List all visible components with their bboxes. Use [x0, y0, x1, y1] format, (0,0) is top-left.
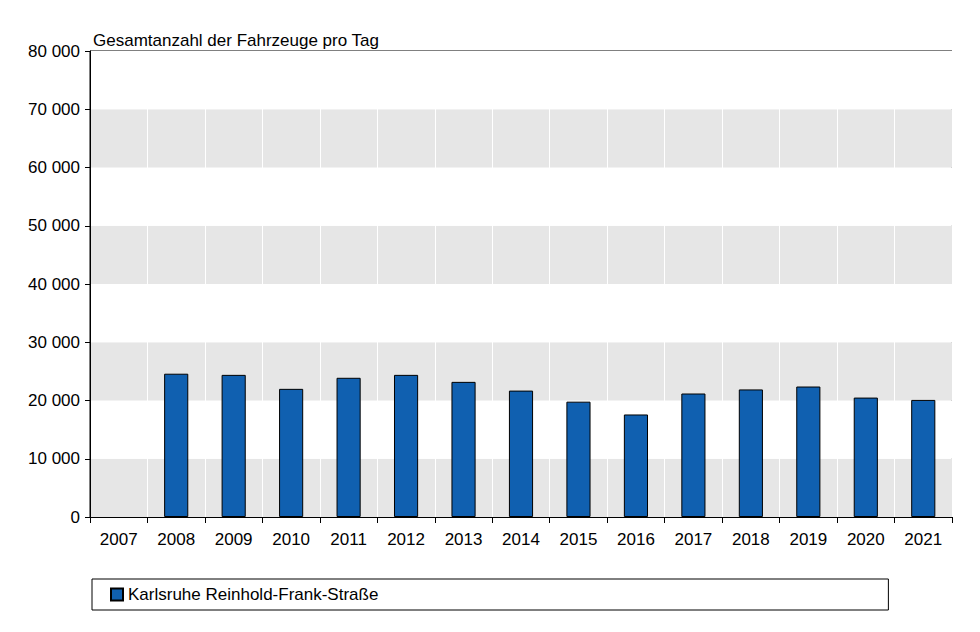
- svg-text:2021: 2021: [904, 530, 942, 549]
- svg-text:30 000: 30 000: [28, 333, 80, 352]
- svg-text:2019: 2019: [789, 530, 827, 549]
- svg-text:2017: 2017: [674, 530, 712, 549]
- svg-text:2016: 2016: [617, 530, 655, 549]
- svg-text:10 000: 10 000: [28, 449, 80, 468]
- svg-text:0: 0: [71, 508, 80, 527]
- svg-text:80 000: 80 000: [28, 42, 80, 61]
- svg-text:2008: 2008: [157, 530, 195, 549]
- svg-text:50 000: 50 000: [28, 216, 80, 235]
- svg-text:2014: 2014: [502, 530, 540, 549]
- svg-text:2011: 2011: [330, 530, 367, 549]
- svg-text:20 000: 20 000: [28, 391, 80, 410]
- svg-text:70 000: 70 000: [28, 100, 80, 119]
- svg-text:40 000: 40 000: [28, 275, 80, 294]
- svg-text:Gesamtanzahl der Fahrzeuge pro: Gesamtanzahl der Fahrzeuge pro Tag: [93, 31, 379, 50]
- svg-text:Karlsruhe Reinhold-Frank-Straß: Karlsruhe Reinhold-Frank-Straße: [128, 585, 378, 604]
- svg-text:2007: 2007: [100, 530, 138, 549]
- svg-text:2010: 2010: [272, 530, 310, 549]
- svg-text:2015: 2015: [560, 530, 598, 549]
- svg-text:2013: 2013: [445, 530, 483, 549]
- svg-text:2012: 2012: [387, 530, 425, 549]
- svg-text:2009: 2009: [215, 530, 253, 549]
- svg-text:60 000: 60 000: [28, 158, 80, 177]
- svg-text:2020: 2020: [847, 530, 885, 549]
- svg-text:2018: 2018: [732, 530, 770, 549]
